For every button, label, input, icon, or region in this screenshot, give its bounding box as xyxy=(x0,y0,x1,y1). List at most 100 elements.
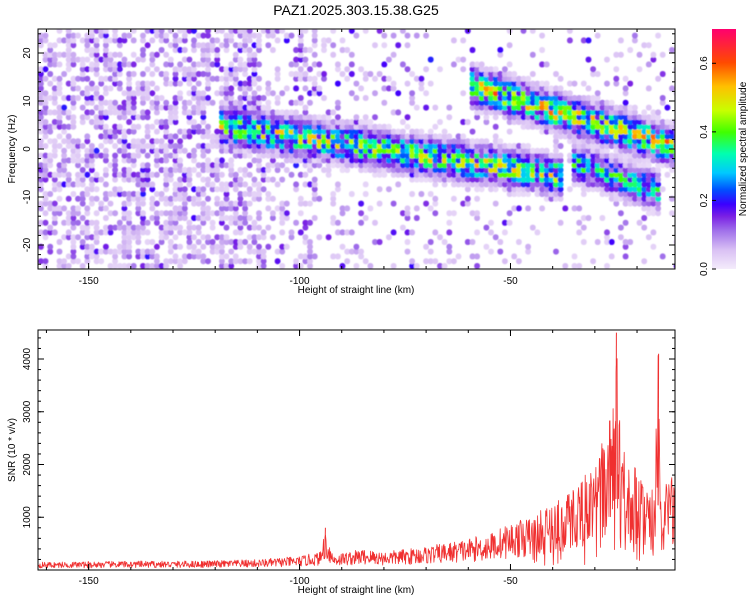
heatmap-cell xyxy=(195,248,202,255)
heatmap-cell xyxy=(186,224,193,231)
heatmap-cell xyxy=(576,176,583,183)
heatmap-cell xyxy=(557,90,564,97)
heatmap-cell xyxy=(126,224,132,231)
heatmap-cell xyxy=(529,71,536,77)
heatmap-cell xyxy=(604,239,610,245)
heatmap-cell xyxy=(488,171,494,178)
heatmap-cell xyxy=(580,138,587,145)
heatmap-cell xyxy=(483,104,490,111)
heatmap-cell xyxy=(47,191,54,197)
heatmap-cell xyxy=(483,181,490,188)
heatmap-cell xyxy=(38,171,44,178)
heatmap-cell xyxy=(149,195,156,202)
heatmap-cell xyxy=(455,147,462,154)
heatmap-cell xyxy=(242,239,248,245)
heatmap-cell xyxy=(525,157,531,164)
heatmap-cell xyxy=(84,157,91,164)
heatmap-cell xyxy=(172,47,179,53)
heatmap-cell xyxy=(409,167,415,173)
heatmap-cell xyxy=(339,128,346,135)
heatmap-cell xyxy=(613,147,620,154)
heatmap-cell xyxy=(539,171,545,178)
heatmap-cell xyxy=(38,66,44,73)
heatmap-cell xyxy=(413,171,420,178)
heatmap-cell xyxy=(543,167,550,173)
heatmap-cell xyxy=(525,167,531,173)
heatmap-cell xyxy=(293,47,299,53)
heatmap-cell xyxy=(311,119,318,125)
heatmap-cell xyxy=(112,176,118,183)
heatmap-cell xyxy=(632,176,638,183)
heatmap-cell xyxy=(242,80,248,87)
heatmap-cell xyxy=(404,143,411,149)
heatmap-cell xyxy=(441,157,448,164)
heatmap-cell xyxy=(641,181,648,188)
heatmap-cell xyxy=(636,171,643,178)
heatmap-cell xyxy=(89,162,95,169)
heatmap-cell xyxy=(576,167,583,173)
heatmap-cell xyxy=(163,219,170,226)
heatmap-cell xyxy=(641,133,648,140)
heatmap-cell xyxy=(116,66,123,73)
heatmap-cell xyxy=(400,138,406,145)
heatmap-cell xyxy=(237,85,244,92)
heatmap-cell xyxy=(47,80,54,87)
heatmap-cell xyxy=(256,109,262,116)
heatmap-cell xyxy=(497,47,504,53)
heatmap-cell xyxy=(618,210,624,217)
heatmap-cell xyxy=(590,138,596,145)
heatmap-cell xyxy=(237,95,244,101)
heatmap-cell xyxy=(627,176,634,183)
heatmap-cell xyxy=(75,56,81,63)
heatmap-cell xyxy=(483,176,490,183)
heatmap-cell xyxy=(103,128,109,135)
heatmap-cell xyxy=(539,119,545,125)
heatmap-cell xyxy=(645,157,652,164)
heatmap-cell xyxy=(553,176,559,183)
heatmap-cell xyxy=(502,104,508,111)
heatmap-cell xyxy=(84,229,91,236)
heatmap-cell xyxy=(163,181,170,188)
heatmap-cell xyxy=(594,99,601,106)
heatmap-cell xyxy=(283,133,290,140)
heatmap-cell xyxy=(265,85,272,92)
heatmap-cell xyxy=(446,152,453,159)
heatmap-cell xyxy=(205,195,211,202)
heatmap-cell xyxy=(427,147,434,154)
heatmap-cell xyxy=(93,85,100,92)
heatmap-cell xyxy=(237,258,244,265)
heatmap-cell xyxy=(427,191,434,197)
heatmap-cell xyxy=(42,229,49,236)
heatmap-cell xyxy=(181,66,188,73)
heatmap-cell xyxy=(562,133,569,140)
heatmap-cell xyxy=(219,253,225,260)
heatmap-cell xyxy=(543,61,550,68)
heatmap-cell xyxy=(283,119,290,125)
heatmap-cell xyxy=(390,263,397,269)
heatmap-cell xyxy=(353,248,360,255)
heatmap-cell xyxy=(65,195,72,202)
heatmap-cell xyxy=(622,119,629,125)
heatmap-cell xyxy=(474,75,480,82)
heatmap-cell xyxy=(42,152,49,159)
heatmap-cell xyxy=(223,109,230,116)
heatmap-cell xyxy=(641,157,648,164)
heatmap-cell xyxy=(632,195,638,202)
heatmap-cell xyxy=(529,51,536,58)
heatmap-cell xyxy=(56,75,63,82)
heatmap-cell xyxy=(107,104,114,111)
heatmap-cell xyxy=(534,152,541,159)
heatmap-cell xyxy=(112,32,118,39)
heatmap-cell xyxy=(260,138,267,145)
heatmap-cell xyxy=(65,253,72,260)
heatmap-cell xyxy=(511,186,518,193)
heatmap-cell xyxy=(520,171,527,178)
heatmap-cell xyxy=(548,167,555,173)
heatmap-cell xyxy=(520,176,527,183)
heatmap-cell xyxy=(474,195,480,202)
heatmap-cell xyxy=(594,181,601,188)
heatmap-cell xyxy=(237,61,244,68)
heatmap-cell xyxy=(580,181,587,188)
heatmap-cell xyxy=(84,109,91,116)
heatmap-cell xyxy=(232,143,239,149)
